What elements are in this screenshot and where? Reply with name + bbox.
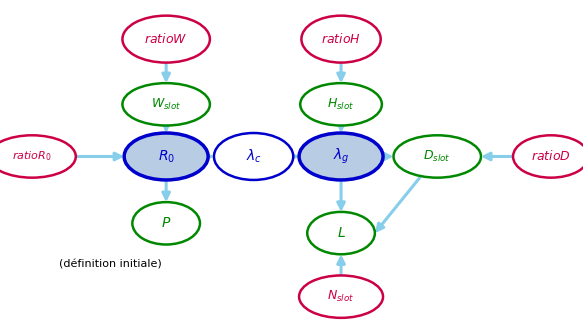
Text: $D_{slot}$: $D_{slot}$	[423, 149, 451, 164]
Ellipse shape	[299, 275, 383, 318]
Text: $W_{slot}$: $W_{slot}$	[151, 97, 181, 112]
Text: $P$: $P$	[161, 216, 171, 230]
Ellipse shape	[301, 16, 381, 63]
Ellipse shape	[0, 135, 76, 178]
Text: $ratioR_0$: $ratioR_0$	[12, 150, 52, 163]
Text: (définition initiale): (définition initiale)	[59, 259, 162, 269]
Ellipse shape	[122, 83, 210, 126]
Text: $N_{slot}$: $N_{slot}$	[328, 289, 354, 304]
Text: $L$: $L$	[336, 226, 346, 240]
Text: $ratioH$: $ratioH$	[321, 32, 361, 46]
Ellipse shape	[124, 133, 208, 180]
Ellipse shape	[307, 212, 375, 254]
Ellipse shape	[122, 16, 210, 63]
Text: $H_{slot}$: $H_{slot}$	[327, 97, 355, 112]
Text: $ratioW$: $ratioW$	[145, 32, 188, 46]
Ellipse shape	[132, 202, 200, 244]
Text: $ratioD$: $ratioD$	[531, 150, 571, 163]
Text: $\lambda_c$: $\lambda_c$	[245, 148, 262, 165]
Ellipse shape	[394, 135, 481, 178]
Ellipse shape	[513, 135, 583, 178]
Ellipse shape	[299, 133, 383, 180]
Text: $R_0$: $R_0$	[157, 148, 175, 165]
Text: $\lambda_g$: $\lambda_g$	[333, 147, 349, 166]
Ellipse shape	[300, 83, 382, 126]
Ellipse shape	[214, 133, 293, 180]
